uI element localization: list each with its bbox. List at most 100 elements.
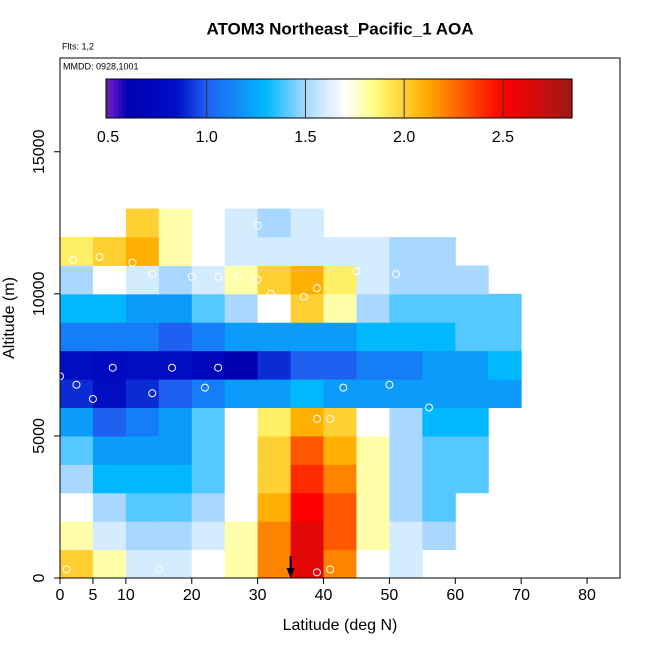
observation-point — [207, 568, 216, 577]
heat-cell — [389, 407, 423, 437]
annotation: MMDD: 0928,1001 — [63, 61, 139, 71]
heat-cell — [125, 265, 160, 295]
heat-cell — [422, 350, 456, 380]
heat-cell — [257, 350, 292, 380]
heat-cell — [257, 379, 292, 409]
colorbar-tick-label: 0.5 — [97, 129, 119, 146]
heat-cell — [257, 237, 292, 266]
heat-cell — [356, 322, 390, 352]
heat-cell — [224, 521, 259, 551]
heat-cell — [60, 435, 94, 465]
observation-point — [88, 394, 97, 403]
heat-cell — [389, 492, 423, 522]
colorbar-segment — [537, 79, 542, 118]
colorbar-segment — [463, 79, 468, 118]
colorbar-segment — [358, 79, 363, 118]
heat-cell — [92, 293, 127, 323]
heat-cell — [290, 237, 325, 266]
x-tick-label: 10 — [117, 587, 135, 604]
heat-cell — [389, 379, 423, 409]
heat-cell — [257, 293, 292, 323]
colorbar-segment — [436, 79, 441, 118]
heat-cell — [158, 521, 193, 551]
heat-cell — [60, 407, 94, 437]
observation-point — [148, 389, 157, 398]
colorbar-segment — [168, 79, 173, 118]
x-tick-label: 20 — [183, 587, 201, 604]
heat-cell — [323, 322, 357, 352]
observation-point — [62, 565, 71, 574]
heat-cell — [356, 237, 390, 266]
heat-cell — [158, 293, 193, 323]
colorbar-segment — [401, 79, 406, 118]
heat-cell — [257, 265, 292, 295]
colorbar-segment — [416, 79, 422, 118]
colorbar-segment — [412, 79, 418, 118]
heat-cell — [224, 293, 259, 323]
heat-cell — [356, 379, 390, 409]
colorbar-segment — [494, 79, 499, 118]
heat-cell — [389, 549, 423, 579]
heat-cell — [389, 237, 423, 266]
observation-point — [312, 414, 321, 423]
heat-cell — [191, 379, 226, 409]
heat-cell — [191, 492, 226, 522]
heat-cell — [422, 464, 456, 494]
heat-cell — [356, 350, 390, 380]
heat-cell — [92, 322, 127, 352]
heat-cell — [389, 435, 423, 465]
heat-cell — [224, 407, 259, 437]
colorbar-segment — [502, 79, 507, 118]
colorbar-segment — [187, 79, 193, 118]
colorbar-segment — [478, 79, 484, 118]
colorbar-segment — [346, 79, 352, 118]
colorbar-segment — [424, 79, 429, 118]
x-axis-label: Latitude (deg N) — [283, 617, 398, 634]
heat-cell — [290, 549, 325, 579]
colorbar-segment — [109, 79, 115, 118]
colorbar-segment — [179, 79, 185, 118]
colorbar-segment — [230, 79, 235, 118]
colorbar-segment — [529, 79, 534, 118]
observation-point — [200, 383, 209, 392]
colorbar-segment — [455, 79, 460, 118]
colorbar-segment — [199, 79, 204, 118]
observation-point — [312, 284, 321, 293]
colorbar-segment — [121, 79, 127, 118]
colorbar-segment — [183, 79, 189, 118]
colorbar-segment — [261, 79, 266, 118]
heat-cell — [290, 322, 325, 352]
colorbar-segment — [280, 79, 286, 118]
heat-cell — [257, 208, 292, 238]
heat-cell — [422, 293, 456, 323]
heat-cell — [191, 293, 226, 323]
heat-cell — [356, 464, 390, 494]
heat-cell — [92, 379, 127, 409]
heat-cell — [455, 464, 489, 494]
heat-cell — [158, 464, 193, 494]
colorbar-segment — [191, 79, 196, 118]
heat-cell — [158, 237, 193, 266]
heat-cell — [257, 492, 292, 522]
colorbar-segment — [370, 79, 375, 118]
colorbar-segment — [245, 79, 251, 118]
colorbar-segment — [241, 79, 247, 118]
heat-cell — [455, 322, 489, 352]
heat-cell — [290, 293, 325, 323]
colorbar-segment — [148, 79, 154, 118]
colorbar-segment — [249, 79, 255, 118]
heat-cell — [422, 379, 456, 409]
heat-cell — [323, 379, 357, 409]
heat-cell — [224, 350, 259, 380]
colorbar-segment — [544, 79, 550, 118]
colorbar-segment — [234, 79, 239, 118]
heat-cell — [257, 521, 292, 551]
heat-cell — [323, 521, 357, 551]
colorbar-segment — [160, 79, 165, 118]
heat-cell — [290, 492, 325, 522]
colorbar-segment — [451, 79, 457, 118]
heat-cell — [158, 492, 193, 522]
heat-cell — [290, 350, 325, 380]
colorbar-segment — [354, 79, 360, 118]
